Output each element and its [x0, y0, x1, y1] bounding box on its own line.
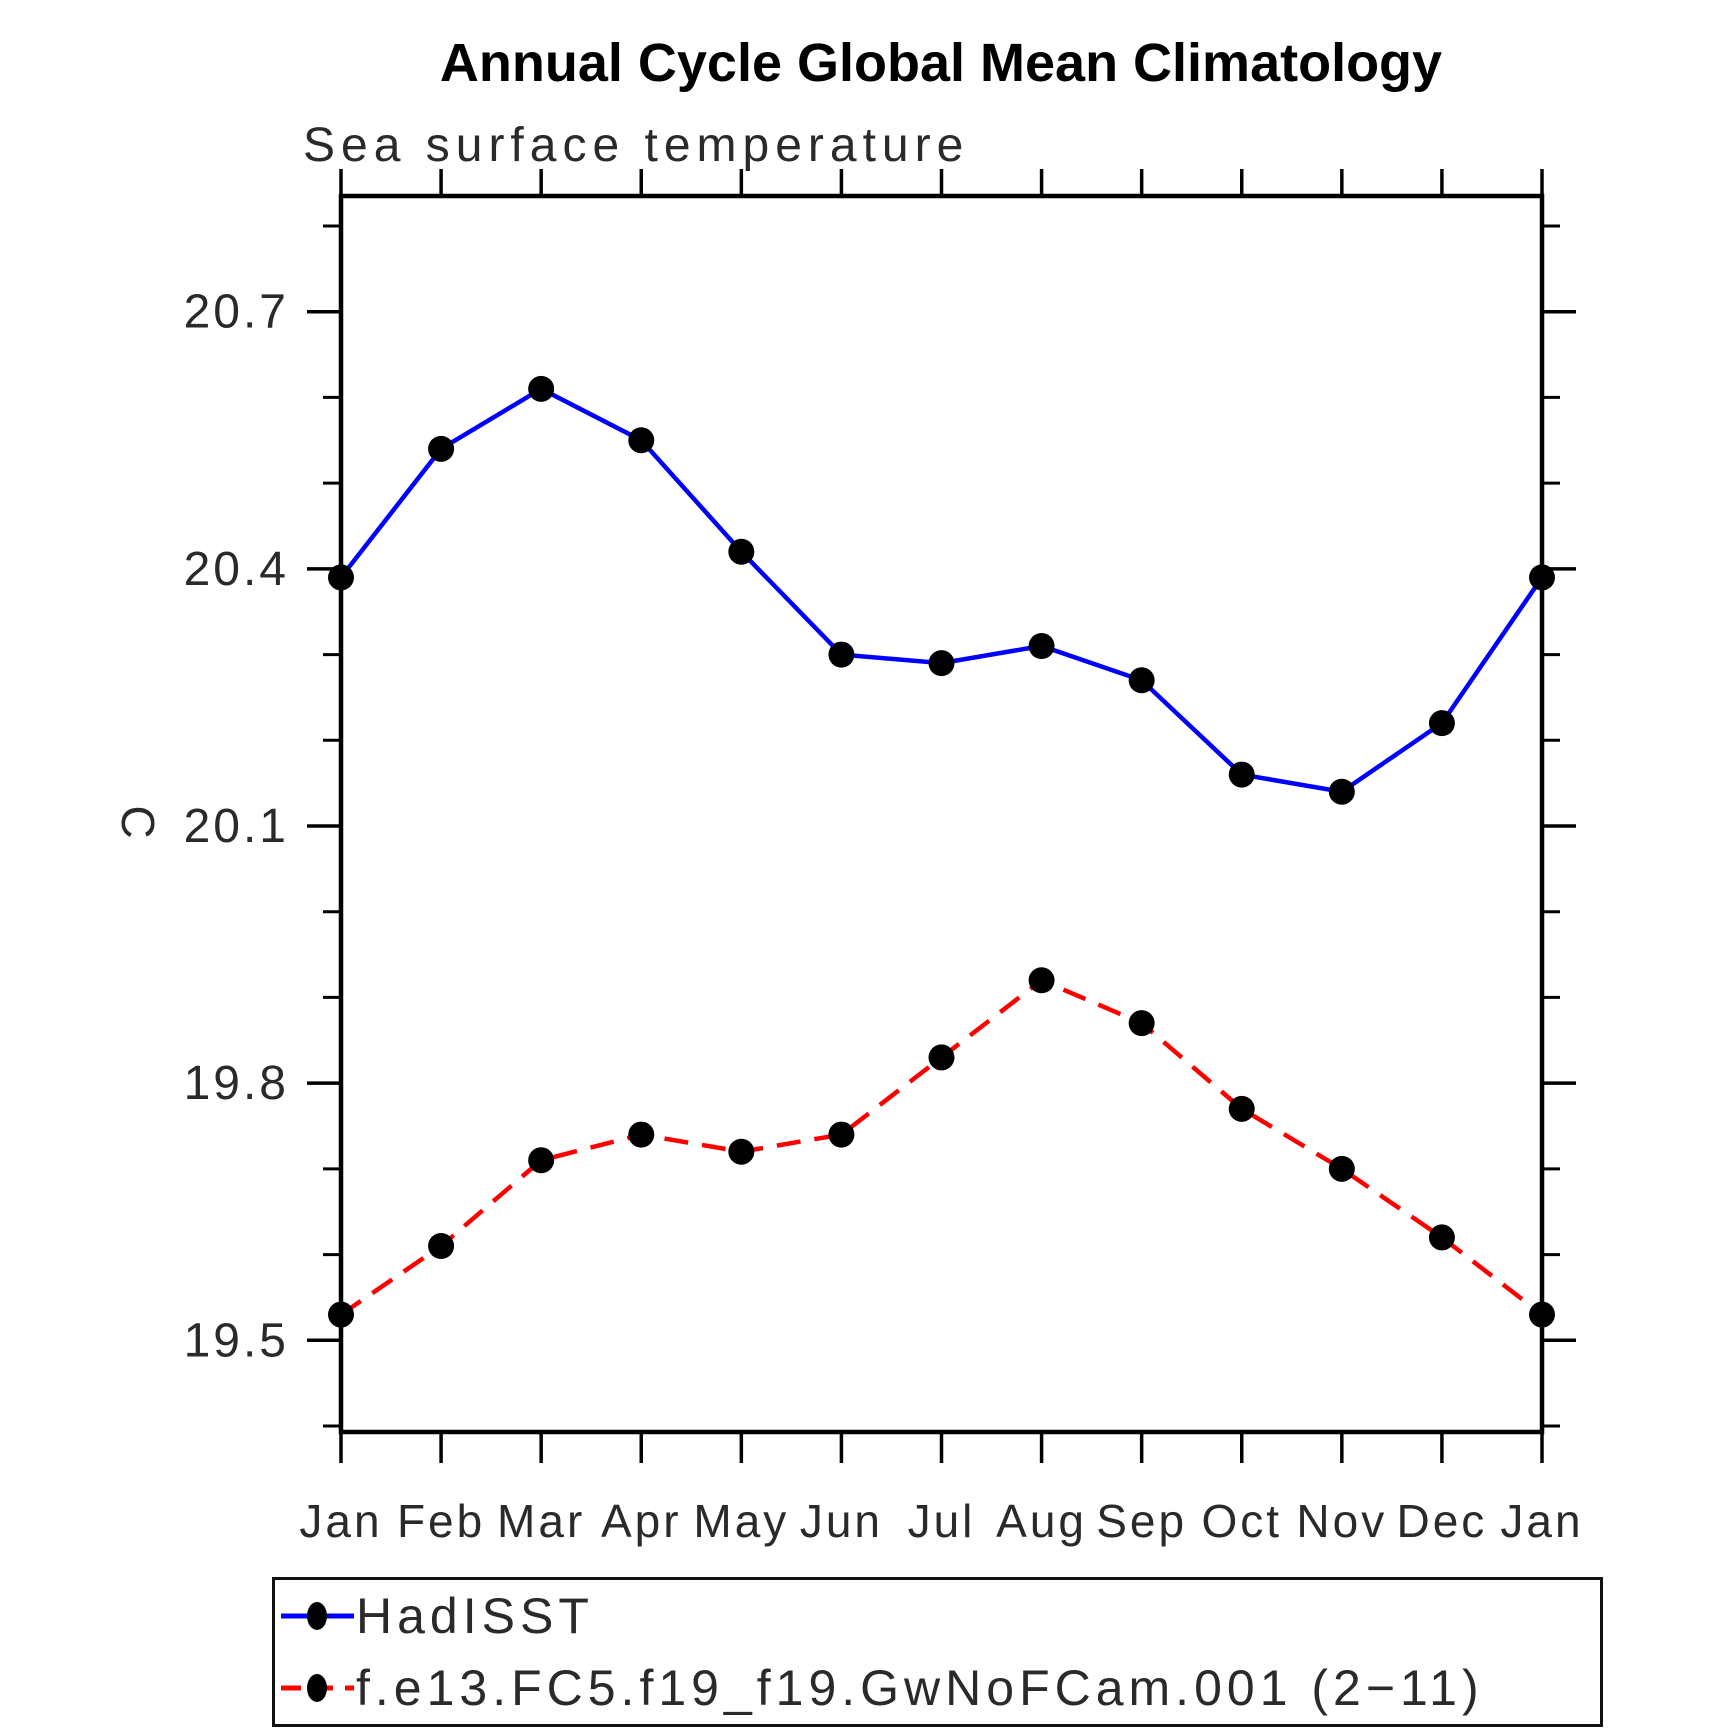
- x-tick-label: Sep: [1096, 1495, 1187, 1547]
- x-tick-label: Jan: [1500, 1495, 1583, 1547]
- data-point: [1328, 1155, 1355, 1182]
- data-point: [428, 435, 455, 462]
- y-tick-label: 19.5: [184, 1314, 289, 1367]
- series-line-model: [339, 977, 1544, 1317]
- legend: HadISST f.e13.FC5.f19_f19.GwNoFCam.001 (…: [272, 1577, 1603, 1727]
- data-point: [1228, 761, 1255, 788]
- legend-item-model: f.e13.FC5.f19_f19.GwNoFCam.001 (2−11): [275, 1652, 1600, 1724]
- data-point: [1428, 1224, 1455, 1251]
- data-point: [1028, 967, 1055, 994]
- data-point: [828, 641, 855, 668]
- data-point: [828, 1121, 855, 1148]
- data-point: [428, 1233, 455, 1259]
- data-point: [1529, 1301, 1555, 1328]
- x-tick-label: Dec: [1397, 1495, 1488, 1547]
- legend-label: HadISST: [356, 1588, 594, 1644]
- data-point: [628, 427, 655, 454]
- y-axis-title: C: [112, 805, 164, 838]
- x-tick-label: Nov: [1296, 1495, 1387, 1547]
- legend-label: f.e13.FC5.f19_f19.GwNoFCam.001 (2−11): [356, 1660, 1484, 1716]
- x-tick-label: Oct: [1201, 1495, 1282, 1547]
- x-tick-label: Feb: [397, 1495, 485, 1547]
- data-point: [928, 1044, 955, 1071]
- data-point: [1428, 710, 1455, 737]
- chart-subtitle: Sea surface temperature: [303, 119, 970, 172]
- x-tick-label: Aug: [996, 1495, 1087, 1547]
- data-point: [1028, 633, 1055, 659]
- data-point: [728, 538, 755, 565]
- y-tick-label: 20.7: [184, 286, 289, 339]
- data-point: [528, 1147, 555, 1174]
- data-point: [1228, 1095, 1255, 1122]
- plot-frame: [338, 193, 1545, 1435]
- legend-item-hadisst: HadISST: [275, 1580, 1600, 1652]
- data-point: [1328, 778, 1355, 805]
- data-point: [728, 1138, 755, 1165]
- legend-swatch-dashed-line: [281, 1674, 354, 1702]
- x-tick-label: Jan: [299, 1495, 382, 1547]
- data-point: [1529, 564, 1555, 591]
- data-point: [628, 1121, 655, 1148]
- x-tick-label: Apr: [601, 1495, 682, 1547]
- series-line-hadisst: [339, 386, 1544, 795]
- data-point: [1128, 667, 1155, 694]
- data-point: [928, 650, 955, 677]
- x-tick-label: Mar: [497, 1495, 585, 1547]
- y-tick-label: 20.1: [184, 800, 289, 853]
- data-point: [328, 1301, 354, 1328]
- chart-title: Annual Cycle Global Mean Climatology: [439, 33, 1443, 93]
- x-tick-label: May: [693, 1495, 789, 1547]
- data-point: [1128, 1010, 1155, 1037]
- x-tick-label: Jun: [800, 1495, 883, 1547]
- data-point: [528, 375, 555, 402]
- x-tick-label: Jul: [908, 1495, 976, 1547]
- y-tick-label: 19.8: [184, 1057, 289, 1110]
- legend-swatch-solid-line: [281, 1602, 354, 1630]
- y-tick-label: 20.4: [184, 543, 289, 596]
- data-point: [328, 564, 354, 591]
